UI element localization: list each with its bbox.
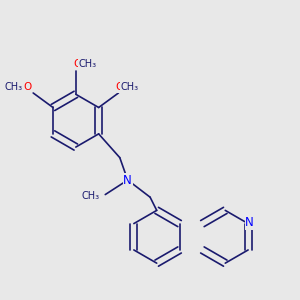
Text: N: N [245,217,254,230]
Text: O: O [116,82,124,92]
Text: CH₃: CH₃ [79,59,97,69]
Text: CH₃: CH₃ [82,191,100,201]
Text: O: O [23,82,32,92]
Text: O: O [73,59,81,69]
Text: N: N [123,173,132,187]
Text: CH₃: CH₃ [120,82,138,92]
Text: CH₃: CH₃ [4,82,22,92]
